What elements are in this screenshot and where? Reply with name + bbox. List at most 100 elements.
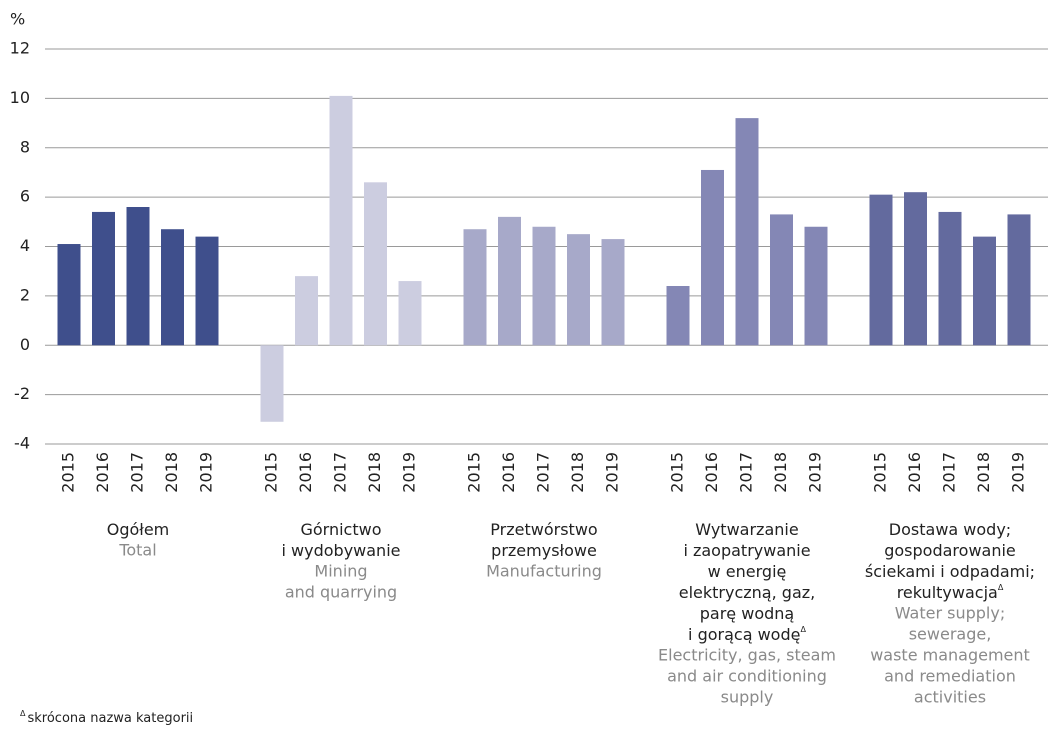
group-label-text: przemysłowe [491, 541, 597, 560]
group-label-en: Water supply; [895, 604, 1005, 623]
footnote-text: skrócona nazwa kategorii [27, 711, 193, 726]
x-tick-label: 2018 [568, 452, 587, 493]
group-label-en: Total [118, 541, 156, 560]
group-label-en: Electricity, gas, steam [658, 646, 836, 665]
bar [260, 345, 284, 422]
x-tick-label: 2016 [296, 452, 315, 493]
x-tick-label: 2017 [737, 452, 756, 493]
bar [532, 226, 556, 346]
bar [295, 276, 318, 346]
x-tick-label: 2015 [262, 452, 281, 493]
y-tick-label: -4 [14, 434, 30, 453]
superscript: Δ [20, 709, 26, 718]
y-tick-label: -2 [14, 384, 30, 403]
group-label-en: Mining [314, 562, 367, 581]
group-label-en: activities [914, 688, 986, 707]
group-label-text: w energię [708, 562, 787, 581]
y-tick-label: 2 [20, 285, 30, 304]
x-tick-label: 2015 [668, 452, 687, 493]
group-label-en: supply [721, 688, 774, 707]
bar [463, 229, 487, 346]
group-label-text: ściekami i odpadami; [865, 562, 1035, 581]
x-tick-label: 2019 [603, 452, 622, 493]
bar [398, 281, 422, 346]
x-tick-label: 2019 [400, 452, 419, 493]
bar [601, 239, 625, 346]
y-tick-label: 8 [20, 137, 30, 156]
x-tick-label: 2015 [59, 452, 78, 493]
group-label: Górnictwo [300, 520, 381, 539]
y-axis-unit: % [10, 10, 25, 29]
group-label-en: and remediation [884, 667, 1016, 686]
bar [195, 236, 219, 346]
group-label: elektryczną, gaz, [679, 583, 815, 602]
group-label: i zaopatrywanie [683, 541, 810, 560]
y-tick-label: 10 [10, 88, 30, 107]
group-label-text: i wydobywanie [282, 541, 401, 560]
group-label: Dostawa wody; [889, 520, 1011, 539]
x-tick-label: 2019 [1009, 452, 1028, 493]
x-tick-label: 2017 [940, 452, 959, 493]
bar [364, 182, 387, 346]
group-label: i gorącą wodęΔ [688, 625, 806, 644]
group-label: gospodarowanie [884, 541, 1016, 560]
x-tick-label: 2017 [331, 452, 350, 493]
group-label: parę wodną [700, 604, 794, 623]
superscript: Δ [800, 625, 806, 634]
x-tick-label: 2016 [499, 452, 518, 493]
group-label-text: Dostawa wody; [889, 520, 1011, 539]
group-label-en: sewerage, [909, 625, 992, 644]
group-label-text: Wytwarzanie [695, 520, 798, 539]
x-tick-label: 2017 [534, 452, 553, 493]
x-tick-label: 2019 [806, 452, 825, 493]
x-tick-label: 2016 [93, 452, 112, 493]
bar [126, 207, 150, 346]
bar [92, 211, 115, 346]
bar [57, 244, 81, 346]
group-label: Przetwórstwo [490, 520, 597, 539]
x-tick-label: 2018 [365, 452, 384, 493]
group-label: i wydobywanie [282, 541, 401, 560]
x-tick-label: 2019 [197, 452, 216, 493]
bar [973, 236, 996, 346]
bar [498, 216, 521, 346]
x-tick-label: 2015 [465, 452, 484, 493]
group-label-text: Górnictwo [300, 520, 381, 539]
group-label-text: i zaopatrywanie [683, 541, 810, 560]
group-label-text: i gorącą wodę [688, 625, 800, 644]
group-label-text: Przetwórstwo [490, 520, 597, 539]
group-label-text: Ogółem [107, 520, 170, 539]
x-tick-label: 2018 [974, 452, 993, 493]
group-label-en: waste management [870, 646, 1030, 665]
bar [735, 118, 759, 346]
x-tick-label: 2016 [905, 452, 924, 493]
bar [701, 169, 724, 346]
bar [770, 214, 793, 346]
bar [666, 286, 690, 346]
group-label: Ogółem [107, 520, 170, 539]
group-label: ściekami i odpadami; [865, 562, 1035, 581]
x-tick-label: 2017 [128, 452, 147, 493]
bar [329, 95, 353, 346]
superscript: Δ [998, 583, 1004, 592]
group-label-text: parę wodną [700, 604, 794, 623]
bar [567, 234, 590, 346]
y-tick-label: 4 [20, 236, 30, 255]
group-label: w energię [708, 562, 787, 581]
x-tick-label: 2015 [871, 452, 890, 493]
y-tick-label: 6 [20, 187, 30, 206]
group-label-en: Manufacturing [486, 562, 602, 581]
y-tick-label: 12 [10, 39, 30, 58]
group-label: Wytwarzanie [695, 520, 798, 539]
x-tick-label: 2018 [162, 452, 181, 493]
bar [869, 194, 893, 346]
group-label-text: elektryczną, gaz, [679, 583, 815, 602]
bar [938, 211, 962, 346]
group-label-text: gospodarowanie [884, 541, 1016, 560]
bar [1007, 214, 1031, 346]
group-label-en: and quarrying [285, 583, 397, 602]
group-label: rekultywacjaΔ [897, 583, 1004, 602]
x-tick-label: 2016 [702, 452, 721, 493]
